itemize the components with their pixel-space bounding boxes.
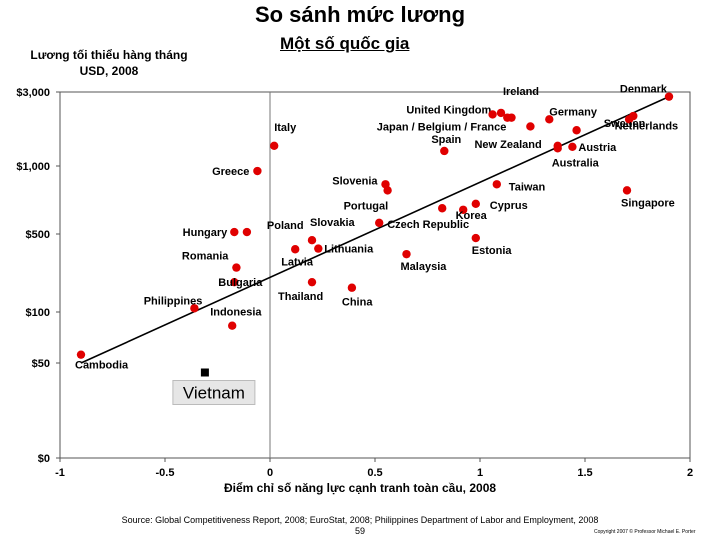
copyright-text: Copyright 2007 © Professor Michael E. Po… — [594, 529, 696, 535]
data-label: Estonia — [472, 245, 513, 257]
x-tick-label: 0 — [267, 467, 273, 479]
data-point — [624, 115, 634, 124]
data-point — [253, 166, 262, 176]
data-label: Portugal — [344, 200, 389, 212]
y-tick-label: $1,000 — [16, 161, 50, 173]
data-point — [545, 115, 554, 124]
data-point — [402, 249, 411, 259]
source-note: Source: Global Competitiveness Report, 2… — [0, 515, 720, 537]
highlight-label-box — [172, 380, 256, 405]
data-label: Poland — [267, 220, 304, 232]
data-label: Thailand — [278, 291, 323, 303]
data-point — [230, 277, 239, 287]
data-point — [471, 233, 480, 243]
data-label: Japan / Belgium / France — [377, 121, 507, 133]
x-tick-label: 1.5 — [577, 467, 592, 479]
data-label: Indonesia — [210, 307, 262, 319]
data-point — [228, 321, 237, 330]
data-point — [471, 199, 480, 209]
data-point — [375, 218, 384, 228]
data-point — [190, 304, 199, 313]
y-tick-label: $100 — [26, 307, 50, 319]
x-tick-label: 0.5 — [367, 467, 382, 479]
data-point — [314, 244, 323, 253]
source-text: Source: Global Competitiveness Report, 2… — [121, 515, 599, 525]
data-label: China — [342, 297, 373, 309]
data-label: Spain — [431, 134, 461, 146]
data-label: Netherlands — [615, 120, 679, 132]
data-label: Austria — [578, 142, 617, 154]
data-label: Singapore — [621, 197, 675, 209]
data-label: Hungary — [183, 227, 229, 239]
data-label: Cyprus — [490, 200, 528, 212]
x-tick-label: -1 — [55, 467, 65, 479]
data-point — [496, 108, 506, 118]
data-label: Italy — [274, 122, 297, 134]
y-tick-label: $3,000 — [16, 87, 50, 99]
data-label: Latvia — [281, 256, 314, 268]
data-label: Australia — [552, 157, 600, 169]
data-label: Czech Republic — [387, 219, 469, 231]
x-tick-label: 1 — [477, 467, 483, 479]
x-tick-label: -0.5 — [156, 467, 175, 479]
data-point — [440, 146, 449, 156]
data-point — [242, 227, 252, 237]
data-point — [507, 113, 516, 122]
data-point — [383, 186, 392, 195]
data-point — [488, 110, 497, 119]
data-point — [76, 350, 86, 359]
data-point — [664, 92, 674, 101]
data-label: Cambodia — [75, 360, 129, 372]
data-point — [622, 186, 632, 195]
x-tick-label: 2 — [687, 467, 693, 479]
data-label: Slovenia — [332, 175, 378, 187]
data-point — [572, 126, 581, 135]
data-point — [568, 142, 577, 151]
data-label: Malaysia — [401, 261, 448, 273]
data-point-highlight — [200, 368, 209, 377]
data-point — [270, 141, 279, 150]
data-label: Korea — [456, 210, 488, 222]
data-point — [307, 235, 317, 245]
trend-line — [80, 95, 670, 364]
data-label: Denmark — [620, 84, 668, 96]
data-label: Lithuania — [324, 244, 374, 256]
data-point — [230, 227, 239, 237]
data-label: Romania — [182, 251, 229, 263]
data-label: Sweden — [604, 118, 646, 130]
data-point — [232, 263, 241, 272]
data-label: Taiwan — [509, 181, 546, 193]
page-number: 59 — [354, 526, 365, 536]
data-label: Philippines — [144, 295, 203, 307]
data-label: United Kingdom — [406, 105, 491, 117]
data-label-highlight: Vietnam — [183, 384, 245, 403]
y-axis-label: Lương tối thiểu hàng tháng USD, 2008 — [14, 47, 204, 79]
data-label: Bulgaria — [218, 277, 263, 289]
data-point — [459, 205, 468, 214]
data-label: Greece — [212, 166, 249, 178]
y-axis-label-line: USD, 2008 — [79, 64, 139, 78]
data-label: Ireland — [503, 86, 539, 98]
data-point — [526, 122, 535, 131]
data-point — [307, 277, 317, 287]
data-label: Slovakia — [310, 217, 356, 229]
data-label: New Zealand — [474, 139, 541, 151]
data-label: Germany — [549, 106, 598, 118]
y-tick-label: $0 — [38, 453, 50, 465]
x-axis-label: Điểm chỉ số năng lực cạnh tranh toàn cầu… — [223, 481, 497, 495]
y-tick-label: $500 — [26, 229, 50, 241]
data-point — [438, 204, 447, 213]
chart-title: So sánh mức lương — [254, 2, 466, 27]
chart-subtitle: Một số quốc gia — [280, 34, 410, 53]
data-point — [492, 180, 501, 189]
data-point — [291, 245, 300, 254]
y-axis-label-line: Lương tối thiểu hàng tháng — [30, 48, 188, 62]
y-tick-label: $50 — [32, 358, 50, 370]
data-point — [553, 144, 562, 153]
data-point — [347, 283, 357, 292]
